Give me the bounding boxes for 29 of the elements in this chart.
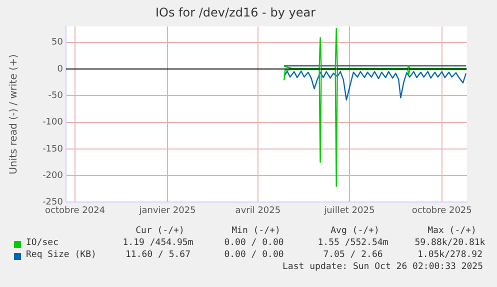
text: Min (-/+) bbox=[230, 226, 282, 236]
text: 0.00 / 0.00 bbox=[223, 238, 285, 248]
chart-title: IOs for /dev/zd16 - by year bbox=[155, 5, 316, 20]
x-tick-label: avril 2025 bbox=[235, 206, 281, 216]
text: Avg (-/+) bbox=[330, 226, 380, 236]
y-tick-label: -200 bbox=[42, 170, 64, 181]
legend-label: Req Size (KB) bbox=[26, 250, 96, 260]
text: Max (-/+) bbox=[426, 226, 478, 236]
y-tick-label: 50 bbox=[52, 38, 64, 48]
x-tick-label: octobre 2024 bbox=[45, 206, 106, 216]
text: 1.19 /454.95m bbox=[122, 238, 194, 248]
text: 59.88k/20.81k bbox=[414, 238, 486, 248]
text: Cur (-/+) bbox=[134, 226, 186, 236]
text: 0.00 / 0.00 bbox=[223, 250, 285, 260]
legend-label: IO/sec bbox=[26, 238, 59, 248]
text: 11.60 / 5.67 bbox=[124, 250, 192, 260]
x-tick-label: octobre 2025 bbox=[412, 206, 472, 216]
x-tick-label: janvier 2025 bbox=[138, 206, 196, 216]
y-tick-label: -250 bbox=[42, 198, 64, 208]
text: 7.05 / 2.66 bbox=[322, 250, 384, 260]
text: 1.05k/278.92 bbox=[416, 250, 484, 260]
y-tick-label: -50 bbox=[48, 91, 64, 101]
y-axis-title: Units read (-) / write (+) bbox=[8, 54, 20, 174]
text: 1.55 /552.54m bbox=[316, 238, 390, 248]
y-tick-label: -100 bbox=[42, 118, 64, 128]
x-tick-label: juillet 2025 bbox=[323, 206, 375, 216]
y-tick-label: -150 bbox=[42, 144, 64, 154]
text: Last update: Sun Oct 26 02:00:33 2025 bbox=[282, 262, 483, 272]
y-tick-label: 0 bbox=[57, 64, 64, 74]
